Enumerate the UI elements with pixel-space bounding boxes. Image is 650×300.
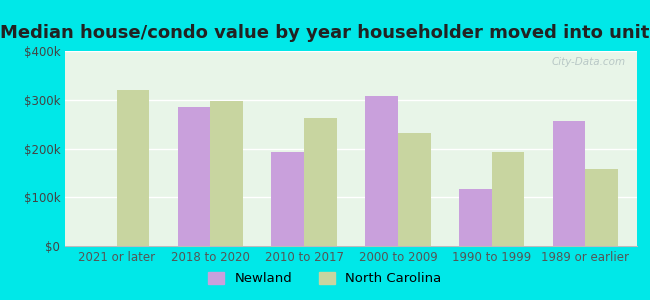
Bar [116, 90, 150, 246]
Bar [365, 96, 398, 246]
Text: Median house/condo value by year householder moved into unit: Median house/condo value by year househo… [0, 24, 650, 42]
Bar [271, 152, 304, 246]
Bar [491, 152, 525, 246]
Text: City-Data.com: City-Data.com [551, 57, 625, 67]
Bar [586, 169, 618, 246]
Bar [304, 118, 337, 246]
Bar [398, 133, 431, 246]
Bar [211, 101, 243, 246]
Bar [459, 189, 491, 246]
Bar [552, 121, 586, 246]
Bar [177, 107, 211, 246]
Legend: Newland, North Carolina: Newland, North Carolina [203, 266, 447, 290]
